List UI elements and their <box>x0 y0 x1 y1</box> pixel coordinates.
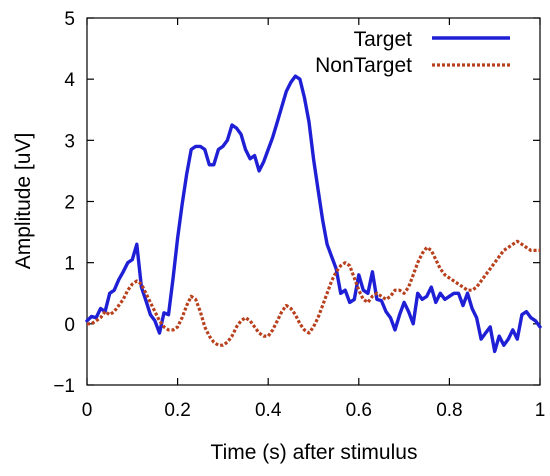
y-tick-label: −1 <box>53 376 75 397</box>
x-tick-label: 0.2 <box>164 400 190 421</box>
series-line-target <box>85 74 542 354</box>
y-tick-label: 3 <box>64 131 75 152</box>
y-axis-label: Amplitude [uV] <box>12 133 35 270</box>
x-tick-label: 0 <box>82 400 93 421</box>
x-tick-label: 0.4 <box>255 400 282 421</box>
y-tick-label: 5 <box>64 9 75 30</box>
legend-label-target: Target <box>354 28 413 51</box>
y-tick-label: 0 <box>64 315 75 336</box>
y-tick-label: 2 <box>64 193 75 214</box>
x-tick-label: 1 <box>535 400 546 421</box>
legend: Target NonTarget <box>315 28 510 77</box>
series-lines <box>85 74 542 354</box>
y-tick-label: 1 <box>64 254 75 275</box>
y-tick-label: 4 <box>64 70 75 91</box>
x-axis-label: Time (s) after stimulus <box>211 441 418 464</box>
plot-frame <box>86 17 541 386</box>
x-tick-label: 0.6 <box>346 400 372 421</box>
axes: −1 0 1 2 3 4 5 0 0.2 0.4 0.6 0.8 1 <box>53 9 545 421</box>
legend-label-nontarget: NonTarget <box>315 54 412 77</box>
x-tick-label: 0.8 <box>436 400 462 421</box>
series-line-nontarget <box>87 239 540 347</box>
